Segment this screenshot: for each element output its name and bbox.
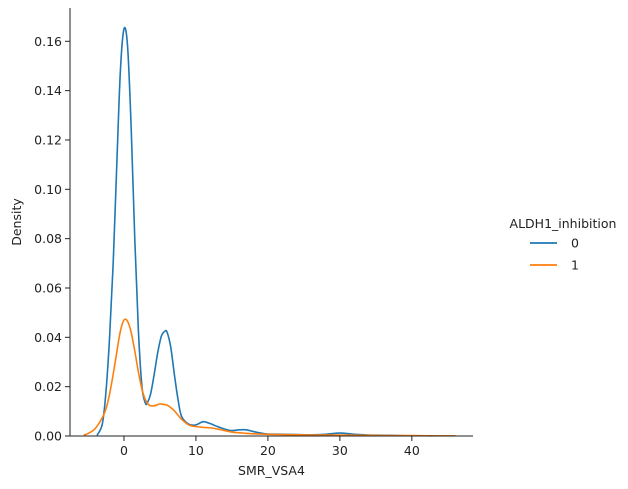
x-tick-label: 40 [404,443,420,458]
x-tick-label: 30 [332,443,348,458]
y-tick-label: 0.12 [34,132,62,147]
x-tick-label: 10 [188,443,204,458]
y-tick-label: 0.06 [34,280,62,295]
series-layer [83,26,456,437]
legend-title: ALDH1_inhibition [510,216,617,231]
legend: ALDH1_inhibition 0 1 [510,216,617,273]
y-tick-label: 0.10 [34,182,62,197]
y-tick-label: 0.16 [34,34,62,49]
x-tick-label: 0 [120,443,128,458]
x-ticks: 0 10 20 30 40 [120,436,420,458]
y-tick-label: 0.14 [34,83,62,98]
x-axis-title: SMR_VSA4 [238,463,305,478]
y-tick-label: 0.00 [34,429,62,444]
y-tick-label: 0.04 [34,330,62,345]
y-ticks: 0.00 0.02 0.04 0.06 0.08 0.10 0.12 0.14 0.16 [34,34,70,444]
y-tick-label: 0.02 [34,379,62,394]
legend-label-1: 1 [571,258,579,273]
density-line-series-1 [83,318,456,437]
legend-label-0: 0 [571,236,579,251]
y-tick-label: 0.08 [34,231,62,246]
x-tick-label: 20 [260,443,276,458]
density-line-series-0 [96,26,406,437]
y-axis-title: Density [9,198,24,246]
